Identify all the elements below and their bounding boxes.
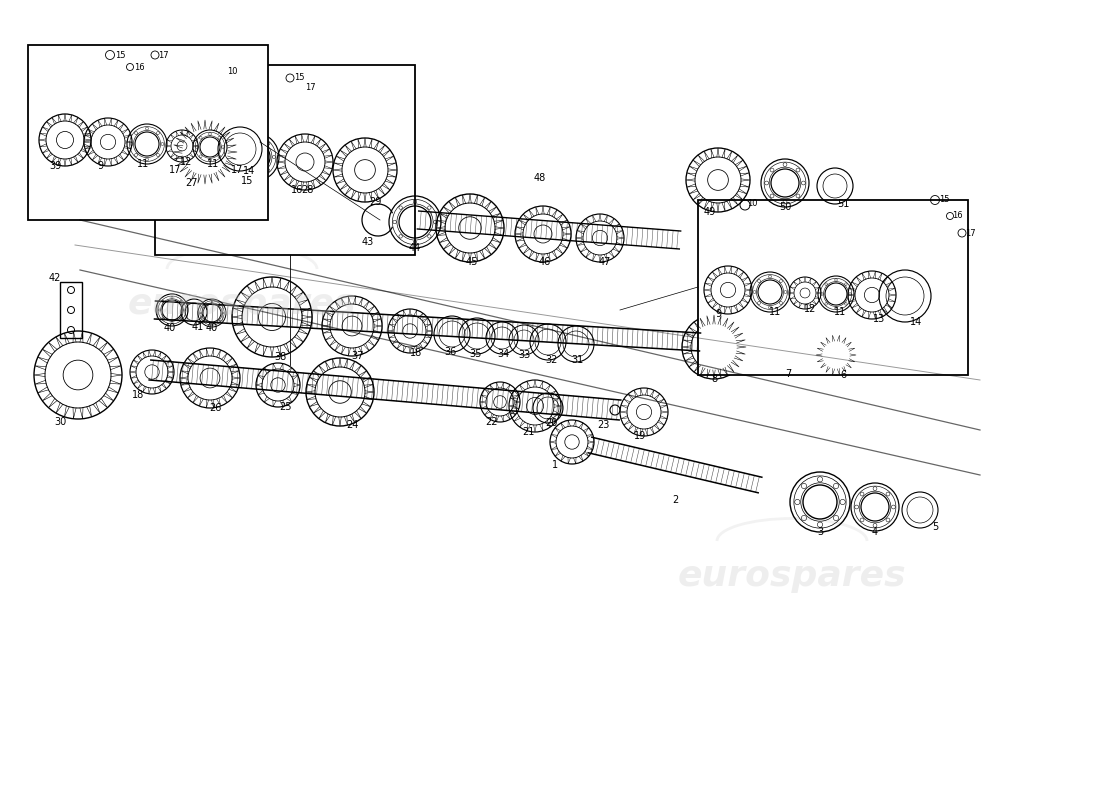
- Text: 16: 16: [952, 211, 962, 221]
- Text: 41: 41: [191, 322, 205, 332]
- Text: 10: 10: [227, 67, 238, 77]
- Text: 22: 22: [486, 417, 498, 427]
- Text: 21: 21: [521, 427, 535, 437]
- Text: 18: 18: [410, 348, 422, 358]
- Text: 25: 25: [278, 402, 292, 412]
- Text: 11: 11: [136, 159, 150, 169]
- Text: 14: 14: [910, 317, 922, 327]
- Text: 50: 50: [779, 202, 791, 212]
- Text: 15: 15: [294, 74, 305, 82]
- Text: 13: 13: [873, 314, 886, 324]
- Text: 39: 39: [48, 161, 62, 171]
- Text: 16: 16: [134, 62, 144, 71]
- Bar: [698, 200, 968, 375]
- Text: 12: 12: [179, 157, 192, 167]
- Text: 9: 9: [97, 161, 103, 171]
- Text: 15: 15: [241, 176, 253, 186]
- Text: eurospares: eurospares: [678, 559, 906, 593]
- Text: 26: 26: [209, 403, 221, 413]
- Text: 46: 46: [539, 257, 551, 267]
- Text: 20: 20: [544, 418, 558, 428]
- Text: 11: 11: [207, 159, 219, 169]
- Text: 35: 35: [470, 349, 482, 359]
- Text: 11: 11: [834, 307, 846, 317]
- Text: 10: 10: [747, 198, 757, 207]
- Text: 15: 15: [938, 195, 949, 205]
- Text: 48: 48: [534, 173, 546, 183]
- Text: 47: 47: [598, 257, 612, 267]
- Text: 17: 17: [168, 165, 182, 175]
- Text: 31: 31: [571, 355, 583, 365]
- Text: 11: 11: [769, 307, 781, 317]
- Text: 14: 14: [243, 166, 255, 176]
- Text: 4: 4: [872, 527, 878, 537]
- Text: 34: 34: [497, 349, 509, 359]
- Text: 45: 45: [465, 257, 478, 267]
- Text: 17: 17: [157, 50, 168, 59]
- Text: 49: 49: [704, 207, 716, 217]
- Text: 24: 24: [345, 420, 359, 430]
- Text: 1: 1: [552, 460, 558, 470]
- Text: 17: 17: [305, 83, 316, 93]
- Text: 15: 15: [114, 50, 125, 59]
- Text: 40: 40: [206, 323, 218, 333]
- Text: 33: 33: [518, 350, 530, 360]
- Text: 44: 44: [409, 243, 421, 253]
- Text: 12: 12: [804, 304, 816, 314]
- Text: 18: 18: [132, 390, 144, 400]
- Text: 32: 32: [544, 355, 558, 365]
- Bar: [28, 45, 268, 220]
- Text: 43: 43: [362, 237, 374, 247]
- Text: 42: 42: [48, 273, 62, 283]
- Text: 19: 19: [634, 431, 646, 441]
- Text: 3: 3: [817, 527, 823, 537]
- Text: 36: 36: [444, 347, 456, 357]
- Text: 8: 8: [711, 374, 717, 384]
- Bar: [155, 65, 415, 255]
- Text: 16: 16: [290, 185, 304, 195]
- Text: eurospares: eurospares: [128, 287, 356, 321]
- Text: 30: 30: [54, 417, 66, 427]
- Text: 29: 29: [368, 197, 382, 207]
- Text: 9: 9: [715, 309, 722, 319]
- Text: 5: 5: [932, 522, 938, 532]
- Text: 27: 27: [186, 178, 198, 188]
- Text: 6: 6: [840, 370, 846, 380]
- Text: 37: 37: [352, 351, 364, 361]
- Text: 28: 28: [300, 185, 313, 195]
- Text: 2: 2: [672, 495, 678, 505]
- Bar: [60, 282, 82, 338]
- Text: 40: 40: [164, 323, 176, 333]
- Text: 17: 17: [965, 229, 976, 238]
- Text: 23: 23: [597, 420, 609, 430]
- Text: 38: 38: [274, 352, 286, 362]
- Text: 51: 51: [837, 199, 849, 209]
- Text: 7: 7: [785, 369, 791, 379]
- Text: 17: 17: [231, 165, 243, 175]
